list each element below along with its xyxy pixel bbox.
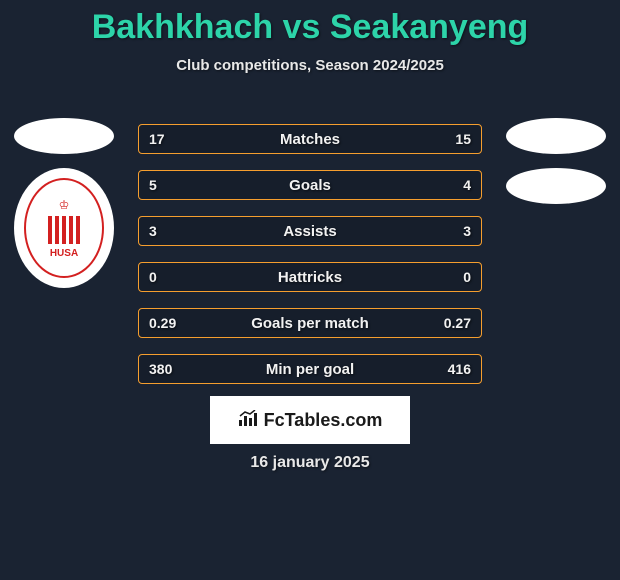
stat-label: Assists (139, 223, 481, 240)
stat-right-value: 0 (463, 269, 471, 285)
right-team-column (502, 118, 610, 218)
stat-left-value: 17 (149, 131, 165, 147)
stripe (55, 216, 59, 244)
stat-row-assists: 3 Assists 3 (138, 216, 482, 246)
stat-label: Goals per match (139, 315, 481, 332)
page-title: Bakhkhach vs Seakanyeng (0, 0, 620, 47)
stripe (48, 216, 52, 244)
badge-inner: ♔ HUSA (24, 178, 104, 278)
player-placeholder-right (506, 118, 606, 154)
stat-left-value: 0 (149, 269, 157, 285)
player-placeholder-left (14, 118, 114, 154)
left-team-column: ♔ HUSA (10, 118, 118, 288)
stats-container: 17 Matches 15 5 Goals 4 3 Assists 3 0 Ha… (138, 124, 482, 400)
stat-row-matches: 17 Matches 15 (138, 124, 482, 154)
badge-circle: ♔ HUSA (14, 168, 114, 288)
stat-left-value: 3 (149, 223, 157, 239)
stat-row-goals: 5 Goals 4 (138, 170, 482, 200)
badge-stripes (48, 216, 80, 244)
footer-logo-text: FcTables.com (264, 410, 383, 431)
stripe (62, 216, 66, 244)
stripe (69, 216, 73, 244)
stat-row-goals-per-match: 0.29 Goals per match 0.27 (138, 308, 482, 338)
stat-right-value: 15 (455, 131, 471, 147)
page-subtitle: Club competitions, Season 2024/2025 (0, 57, 620, 74)
stat-row-hattricks: 0 Hattricks 0 (138, 262, 482, 292)
stat-row-min-per-goal: 380 Min per goal 416 (138, 354, 482, 384)
footer-date: 16 january 2025 (0, 454, 620, 472)
stat-right-value: 4 (463, 177, 471, 193)
badge-label: HUSA (50, 248, 78, 259)
crown-icon: ♔ (59, 198, 70, 212)
footer-logo: FcTables.com (210, 396, 410, 444)
stat-label: Min per goal (139, 361, 481, 378)
stat-left-value: 0.29 (149, 315, 176, 331)
stat-right-value: 416 (448, 361, 471, 377)
chart-icon (238, 410, 258, 431)
stat-label: Goals (139, 177, 481, 194)
stat-label: Matches (139, 131, 481, 148)
stat-right-value: 3 (463, 223, 471, 239)
stripe (76, 216, 80, 244)
stat-right-value: 0.27 (444, 315, 471, 331)
left-club-badge: ♔ HUSA (14, 168, 114, 288)
stat-left-value: 380 (149, 361, 172, 377)
stat-label: Hattricks (139, 269, 481, 286)
stat-left-value: 5 (149, 177, 157, 193)
club-placeholder-right (506, 168, 606, 204)
